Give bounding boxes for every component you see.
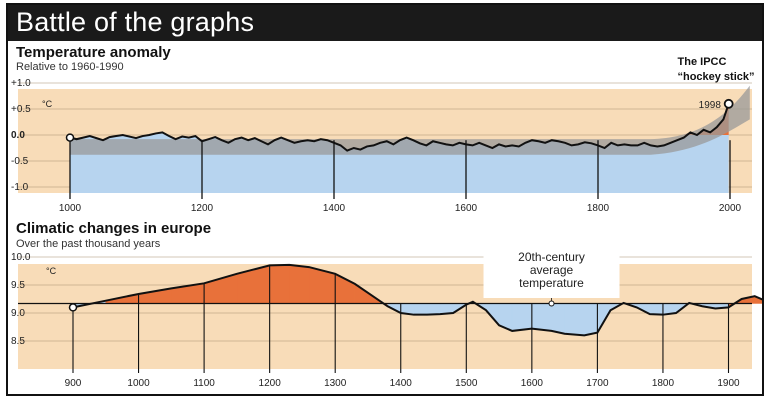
chart2-annotation-20th-century: 20th-century [518,250,585,264]
chart2-xtick-label: 1500 [455,378,478,389]
chart2-xtick-label: 1300 [324,378,347,389]
chart2-xtick-label: 1800 [652,378,675,389]
chart1-ytick-label: -1.0 [11,182,29,193]
chart1-ytick-label: +1.0 [11,78,31,89]
chart1-xtick-label: 1600 [455,203,478,214]
chart2-xtick-label: 1700 [586,378,609,389]
chart1-title: Temperature anomaly [16,44,171,61]
chart2-deviation-fill [564,303,585,336]
chart2-annotation-dot [548,300,555,307]
chart2-series-line [72,263,762,337]
chart2-deviation-fill [289,264,310,304]
chart2-ytick-label: 9.5 [11,280,25,291]
chart2-deviation-fill [584,303,598,336]
chart2-deviation-fill [531,303,552,332]
chart1-unit-label: °C [42,99,53,109]
title-banner: Battle of the graphs [8,5,762,41]
chart1-callout-line2: “hockey stick” [677,71,754,83]
chart2-ytick-label: 10.0 [11,252,31,263]
chart2-annotation-average: average [530,263,574,277]
chart1-xtick-label: 1200 [191,203,214,214]
chart2-deviation-fill [551,303,565,335]
chart1-ytick-label: +0.5 [11,104,31,115]
page-title: Battle of the graphs [16,7,255,37]
chart1-ytick-label: 0.0 [11,130,25,141]
chart2-annotation-box [483,248,620,298]
chart2-xtick-label: 1900 [717,378,740,389]
chart2-ytick-label: 8.5 [11,336,25,347]
chart2-deviation-fill [649,303,664,315]
chart1-ytick-label: -0.5 [11,156,29,167]
figure-frame: Battle of the graphs Temperature anomaly… [6,3,764,396]
chart2-xtick-label: 1600 [521,378,544,389]
chart2-xtick-label: 1000 [127,378,150,389]
chart1-series-line [69,103,730,152]
chart2-xtick-label: 1200 [259,378,282,389]
chart1-peak-marker [723,98,734,109]
chart1-xtick-label: 1400 [323,203,346,214]
chart1-callout-line1: The IPCC [678,56,727,68]
chart2-subtitle: Over the past thousand years [16,238,161,250]
chart1-xtick-label: 2000 [719,203,742,214]
chart1-xtick-label: 1800 [587,203,610,214]
chart2-deviation-fill [269,264,290,304]
chart1-uncertainty-band [70,85,750,155]
chart2-plot-background [18,264,752,369]
chart2-xtick-label: 1100 [193,378,215,389]
chart2-ytick-label: 9.0 [11,308,25,319]
chart1-xtick-label: 1000 [59,203,82,214]
chart1-peak-label: 1998 [699,100,722,111]
chart1-start-marker [65,133,75,142]
chart2-unit-label: °C [46,266,57,276]
chart2-deviation-fill [511,303,533,332]
chart2-deviation-fill [426,303,441,315]
chart2-title: Climatic changes in europe [16,220,211,237]
chart2-start-marker [68,303,78,312]
chart2-deviation-fill [413,303,428,315]
chart1-subtitle: Relative to 1960-1990 [16,61,124,73]
chart2-xtick-label: 1400 [390,378,413,389]
chart2-annotation-temperature: temperature [519,276,584,290]
chart2-xtick-label: 900 [65,378,82,389]
